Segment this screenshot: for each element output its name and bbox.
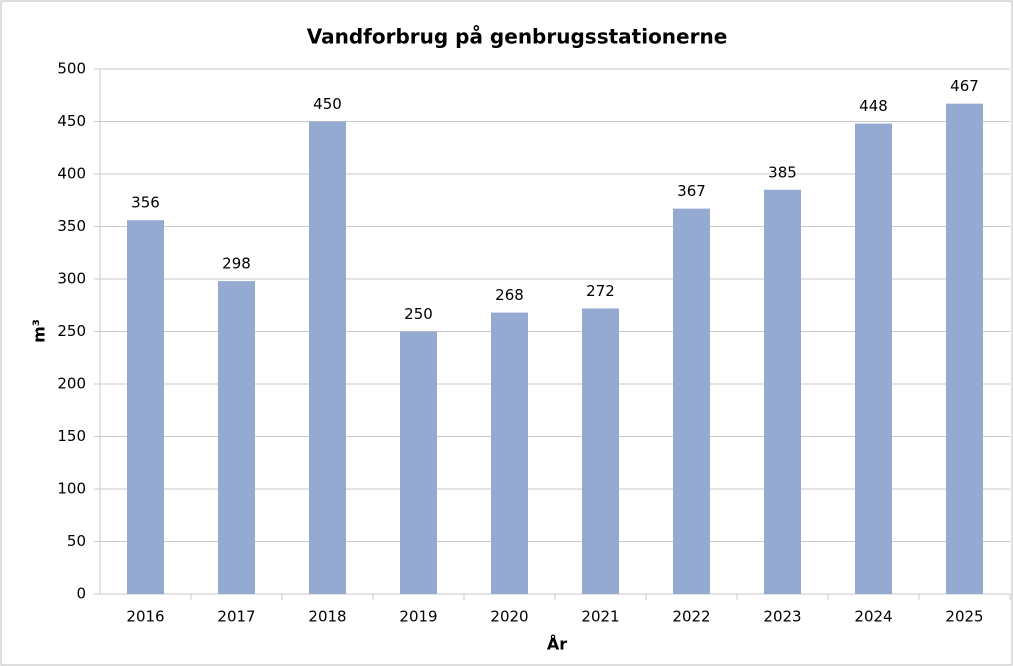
data-label: 385 xyxy=(768,163,797,181)
x-tick-label: 2024 xyxy=(854,608,892,626)
data-label: 367 xyxy=(677,182,706,200)
bar xyxy=(127,220,164,594)
y-tick-label: 250 xyxy=(57,322,86,340)
y-tick-label: 50 xyxy=(67,532,86,550)
bar xyxy=(764,189,801,594)
bar xyxy=(400,331,437,594)
x-tick-label: 2025 xyxy=(945,608,983,626)
y-axis-title: m³ xyxy=(30,319,49,343)
x-tick-label: 2017 xyxy=(217,608,255,626)
x-tick-label: 2021 xyxy=(581,608,619,626)
y-tick-label: 450 xyxy=(57,112,86,130)
chart-title: Vandforbrug på genbrugsstationerne xyxy=(307,25,728,49)
bar xyxy=(673,208,710,594)
y-tick-label: 150 xyxy=(57,427,86,445)
y-tick-label: 400 xyxy=(57,165,86,183)
bar xyxy=(309,121,346,594)
data-label: 272 xyxy=(586,282,615,300)
x-tick-label: 2023 xyxy=(763,608,801,626)
data-label: 268 xyxy=(495,286,524,304)
bar xyxy=(218,281,255,594)
data-label: 467 xyxy=(950,77,979,95)
y-tick-label: 100 xyxy=(57,480,86,498)
data-label: 448 xyxy=(859,97,888,115)
y-tick-label: 0 xyxy=(76,585,86,603)
bar xyxy=(582,308,619,594)
data-label: 356 xyxy=(131,194,160,212)
x-tick-label: 2022 xyxy=(672,608,710,626)
x-axis-title: År xyxy=(547,635,567,654)
y-tick-label: 300 xyxy=(57,270,86,288)
data-label: 298 xyxy=(222,255,251,273)
y-tick-label: 200 xyxy=(57,375,86,393)
x-tick-label: 2016 xyxy=(126,608,164,626)
data-label: 250 xyxy=(404,305,433,323)
x-tick-label: 2020 xyxy=(490,608,528,626)
bar xyxy=(855,123,892,594)
y-tick-label: 500 xyxy=(57,60,86,78)
x-tick-label: 2019 xyxy=(399,608,437,626)
bar xyxy=(946,103,983,595)
x-tick-label: 2018 xyxy=(308,608,346,626)
bar xyxy=(491,312,528,594)
data-label: 450 xyxy=(313,95,342,113)
y-tick-label: 350 xyxy=(57,217,86,235)
